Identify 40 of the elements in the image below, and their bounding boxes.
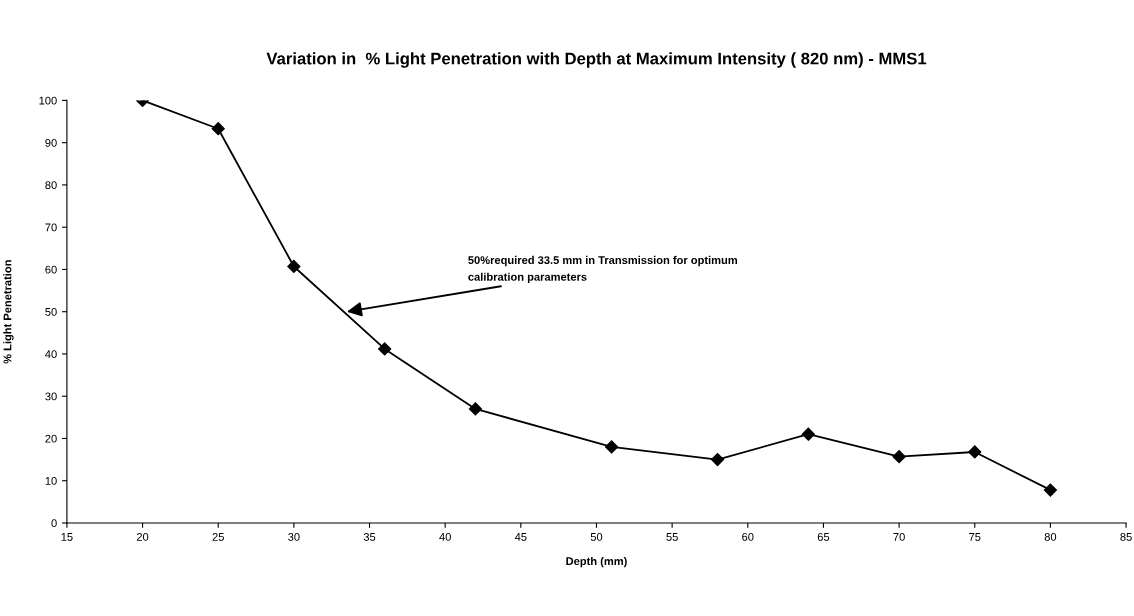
x-tick-label: 20 (136, 533, 149, 541)
x-tick-label: 50 (590, 533, 603, 541)
y-tick-label: 0 (51, 519, 57, 528)
annotation: 50%required 33.5 mm in Transmission for optimum calibration parameters (468, 255, 738, 284)
x-tick-label: 15 (61, 533, 73, 541)
y-tick-label: 80 (45, 181, 57, 190)
x-tick-label: 85 (1120, 533, 1132, 541)
point (468, 402, 483, 416)
point (892, 450, 906, 464)
y-tick-label: 70 (45, 223, 57, 232)
x-tick-label: 45 (514, 533, 527, 541)
x-tick-label: 30 (288, 533, 300, 541)
y-axis-title: % Light Penetration (3, 260, 14, 364)
point (968, 445, 982, 459)
x-axis-title: Depth (mm) (566, 556, 627, 568)
y-tick-label: 60 (45, 265, 57, 274)
y-tick-label: 20 (45, 434, 57, 443)
x-tick-label: 25 (212, 533, 224, 541)
point (287, 259, 301, 274)
x-tick-label: 65 (817, 533, 830, 541)
y-tick-label: 10 (45, 476, 57, 485)
x-tick-label: 70 (893, 533, 905, 541)
x-tick-label: 55 (666, 533, 678, 541)
x-tick-label: 80 (1044, 533, 1057, 541)
x-tick-label: 35 (363, 533, 376, 541)
y-tick-label: 100 (39, 96, 57, 105)
x-tick-label: 60 (742, 533, 754, 541)
y-tick-label: 40 (45, 350, 57, 359)
x-tick-label: 75 (969, 533, 981, 541)
y-tick-label: 90 (45, 138, 57, 147)
x-tick-label: 40 (439, 533, 451, 541)
point (710, 453, 725, 467)
point (1043, 483, 1057, 497)
point (211, 122, 225, 136)
point (378, 342, 392, 356)
point (605, 440, 619, 454)
y-tick-label: 50 (45, 307, 57, 316)
y-tick-label: 30 (45, 392, 57, 401)
chart-title: Variation in % Light Penetration with Depth at Maximum Intensity ( 820 nm) - MMS1 (266, 52, 927, 68)
point (801, 427, 815, 441)
